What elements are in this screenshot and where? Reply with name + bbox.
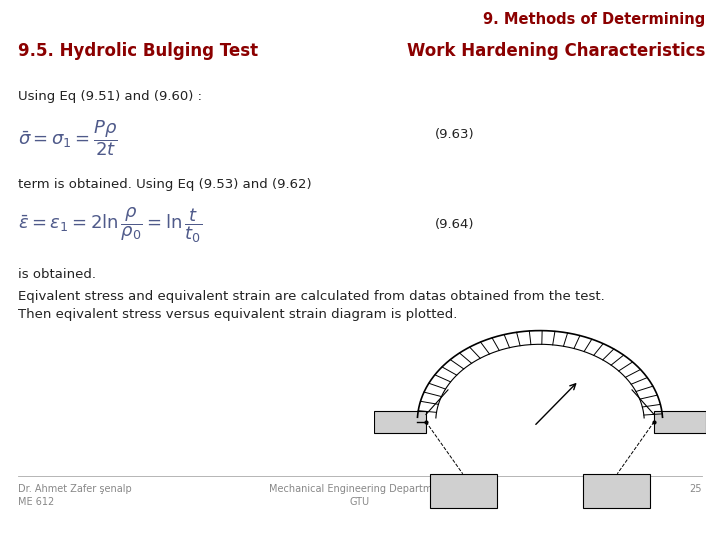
Text: $\bar{\sigma} = \sigma_1 = \dfrac{P\rho}{2t}$: $\bar{\sigma} = \sigma_1 = \dfrac{P\rho}… — [18, 118, 118, 158]
Text: Using Eq (9.51) and (9.60) :: Using Eq (9.51) and (9.60) : — [18, 90, 202, 103]
Text: term is obtained. Using Eq (9.53) and (9.62): term is obtained. Using Eq (9.53) and (9… — [18, 178, 312, 191]
FancyBboxPatch shape — [430, 474, 497, 509]
Text: GTU: GTU — [350, 497, 370, 507]
Text: Dr. Ahmet Zafer şenalp: Dr. Ahmet Zafer şenalp — [18, 484, 132, 494]
FancyBboxPatch shape — [654, 411, 706, 433]
Text: (9.64): (9.64) — [435, 218, 474, 231]
Text: $\bar{\varepsilon} = \varepsilon_1 = 2\ln\dfrac{\rho}{\rho_0} = \ln\dfrac{t}{t_0: $\bar{\varepsilon} = \varepsilon_1 = 2\l… — [18, 205, 202, 245]
Text: Mechanical Engineering Department,: Mechanical Engineering Department, — [269, 484, 451, 494]
FancyBboxPatch shape — [583, 474, 650, 509]
FancyBboxPatch shape — [374, 411, 426, 433]
Text: (9.63): (9.63) — [435, 128, 474, 141]
Text: is obtained.: is obtained. — [18, 268, 96, 281]
Text: Eqivalent stress and equivalent strain are calculated from datas obtained from t: Eqivalent stress and equivalent strain a… — [18, 290, 605, 303]
Text: Then eqivalent stress versus equivalent strain diagram is plotted.: Then eqivalent stress versus equivalent … — [18, 308, 457, 321]
Text: ME 612: ME 612 — [18, 497, 54, 507]
Text: 9.5. Hydrolic Bulging Test: 9.5. Hydrolic Bulging Test — [18, 42, 258, 60]
Text: 25: 25 — [690, 484, 702, 494]
Text: Work Hardening Characteristics: Work Hardening Characteristics — [407, 42, 705, 60]
Text: 9. Methods of Determining: 9. Methods of Determining — [482, 12, 705, 27]
